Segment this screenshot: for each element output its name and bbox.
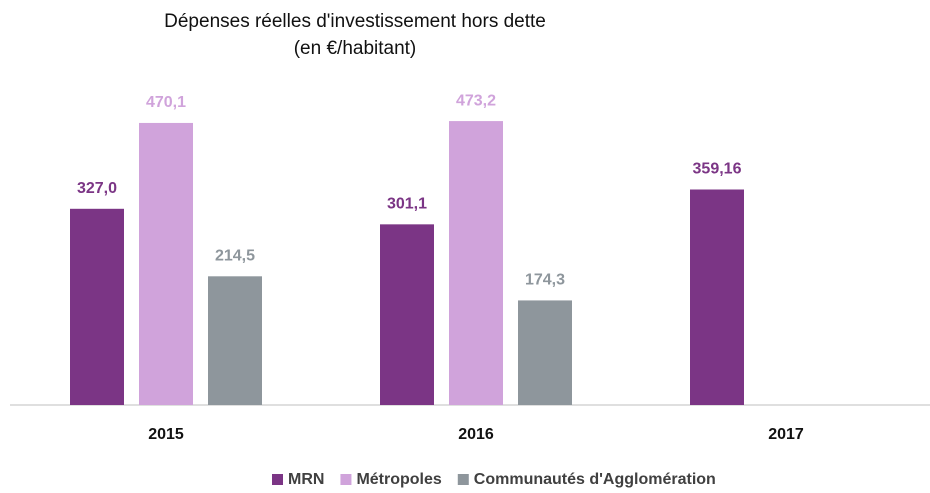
bar: [380, 224, 434, 405]
bar: [518, 300, 572, 405]
x-tick-label: 2017: [768, 426, 804, 443]
data-label: 174,3: [525, 272, 565, 289]
bar: [70, 208, 124, 405]
legend-label: Métropoles: [356, 471, 441, 488]
x-tick-label: 2015: [148, 426, 184, 443]
bar: [208, 276, 262, 405]
data-label: 359,16: [693, 161, 742, 178]
data-label: 327,0: [77, 180, 117, 197]
data-label: 301,1: [387, 196, 427, 213]
chart-subtitle: (en €/habitant): [294, 38, 417, 59]
legend-label: MRN: [288, 471, 324, 488]
legend-swatch: [457, 474, 469, 485]
data-label: 214,5: [215, 248, 255, 265]
bar: [139, 122, 193, 405]
chart-title: Dépenses réelles d'investissement hors d…: [164, 11, 546, 32]
data-label: 473,2: [456, 92, 496, 109]
data-label: 470,1: [146, 94, 186, 111]
legend-swatch: [272, 474, 283, 485]
legend-swatch: [340, 474, 352, 485]
x-tick-label: 2016: [458, 426, 494, 443]
bar: [449, 121, 503, 405]
bar: [690, 189, 744, 405]
legend-label: Communautés d'Agglomération: [474, 471, 716, 488]
